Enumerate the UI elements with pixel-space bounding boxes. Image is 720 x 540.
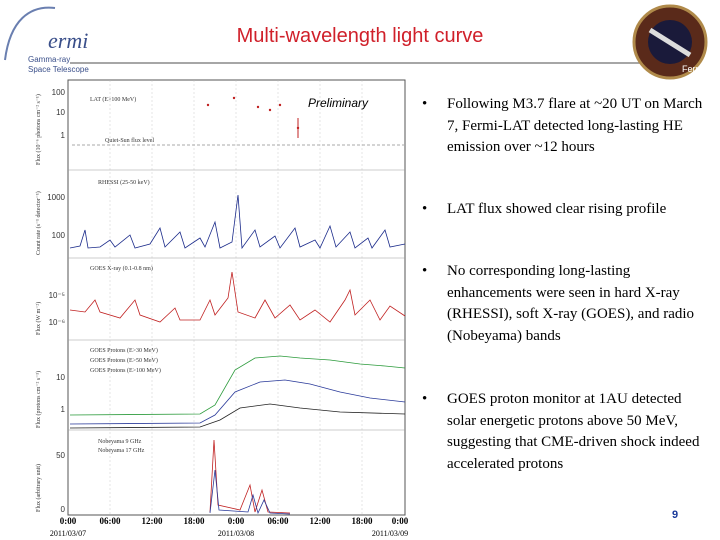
y-tick-label: 1 bbox=[61, 131, 66, 140]
bullet: • LAT flux showed clear rising profile bbox=[422, 199, 712, 221]
x-tick-label: 18:00 bbox=[184, 516, 205, 526]
mission-patch: Fermi bbox=[632, 4, 708, 80]
rhessi-curve bbox=[69, 194, 406, 250]
logo-name: ermi bbox=[48, 28, 88, 53]
fermi-logo: ermi Gamma-ray Space Telescope bbox=[4, 6, 89, 74]
legend-entry: GOES Protons (E>30 MeV) bbox=[90, 347, 158, 354]
bullet-text: Following M3.7 flare at ~20 UT on March … bbox=[447, 96, 703, 155]
y-tick-label: 10 bbox=[56, 373, 65, 382]
legend-entry: LAT (E>100 MeV) bbox=[90, 96, 136, 103]
patch-text: Fermi bbox=[682, 64, 705, 74]
proton-30-curve bbox=[69, 355, 406, 416]
proton-100-curve bbox=[69, 403, 406, 429]
bullet-text: GOES proton monitor at 1AU detected sola… bbox=[447, 391, 700, 472]
bullet: • GOES proton monitor at 1AU detected sol… bbox=[422, 389, 712, 475]
lat-points bbox=[206, 96, 300, 138]
bullet: • Following M3.7 flare at ~20 UT on March… bbox=[422, 94, 712, 159]
y-tick-label: 100 bbox=[52, 231, 66, 240]
panel-dividers bbox=[68, 169, 405, 431]
proton-50-curve bbox=[69, 379, 406, 425]
x-tick-label: 0:00 bbox=[228, 516, 245, 526]
y-tick-label: 50 bbox=[56, 451, 65, 460]
legend-entry: Nobeyama 9 GHz bbox=[98, 439, 142, 445]
date-label: 2011/03/09 bbox=[372, 529, 408, 538]
y-label: Flux (arbitrary unit) bbox=[35, 464, 42, 512]
x-tick-label: 0:00 bbox=[392, 516, 409, 526]
legend-entry: Nobeyama 17 GHz bbox=[98, 448, 145, 454]
bullet-text: No corresponding long-lasting enhancemen… bbox=[447, 263, 695, 344]
y-tick-label: 10⁻⁶ bbox=[49, 318, 65, 327]
x-tick-label: 0:00 bbox=[60, 516, 77, 526]
logo-sub: Gamma-ray bbox=[28, 55, 70, 64]
nobeyama-17-curve bbox=[209, 469, 291, 515]
preliminary: Preliminary bbox=[308, 96, 369, 110]
y-tick-label: 1 bbox=[61, 405, 66, 414]
legend-entry: GOES Protons (E>100 MeV) bbox=[90, 367, 161, 374]
x-tick-label: 12:00 bbox=[310, 516, 331, 526]
x-tick-label: 18:00 bbox=[352, 516, 373, 526]
logo-sub: Space Telescope bbox=[28, 65, 89, 74]
legend-entry: GOES Protons (E>50 MeV) bbox=[90, 357, 158, 364]
y-tick-label: 100 bbox=[52, 88, 66, 97]
x-tick-label: 12:00 bbox=[142, 516, 163, 526]
y-tick-label: 10 bbox=[56, 108, 65, 117]
annotation: Quiet-Sun flux level bbox=[105, 137, 154, 144]
y-ticks: 100 10 1 1000 100 10⁻⁵ 10⁻⁶ 10 1 50 0 bbox=[47, 88, 65, 514]
y-label: Flux (10⁻⁶ photons cm⁻² s⁻¹) bbox=[35, 94, 42, 165]
bullet: • No corresponding long-lasting enhanceme… bbox=[422, 261, 712, 347]
y-label: Count rate (s⁻¹ detector⁻¹) bbox=[35, 191, 42, 255]
x-tick-label: 06:00 bbox=[100, 516, 121, 526]
goes-xray-curve bbox=[69, 271, 406, 323]
y-axis-labels: Flux (10⁻⁶ photons cm⁻² s⁻¹) Count rate … bbox=[35, 94, 42, 512]
date-label: 2011/03/07 bbox=[50, 529, 86, 538]
x-ticks: 0:00 06:00 12:00 18:00 0:00 06:00 12:00 … bbox=[60, 516, 409, 526]
date-label: 2011/03/08 bbox=[218, 529, 254, 538]
title: Multi-wavelength light curve bbox=[237, 25, 484, 47]
legend-entry: GOES X-ray (0.1-0.8 nm) bbox=[90, 265, 153, 272]
y-tick-label: 1000 bbox=[47, 193, 65, 202]
y-label: Flux (W m⁻²) bbox=[35, 302, 42, 335]
legend-entry: RHESSI (25-50 keV) bbox=[98, 179, 150, 186]
y-label: Flux (protons cm⁻² s⁻¹) bbox=[35, 371, 42, 428]
x-dates: 2011/03/07 2011/03/08 2011/03/09 bbox=[50, 529, 408, 538]
plot-frame bbox=[67, 79, 406, 516]
y-tick-label: 10⁻⁵ bbox=[49, 291, 65, 300]
page-number: 9 bbox=[672, 509, 678, 521]
figure: Preliminary Quiet-Sun flux level LAT (E>… bbox=[35, 79, 409, 538]
x-tick-label: 06:00 bbox=[268, 516, 289, 526]
y-tick-label: 0 bbox=[61, 505, 66, 514]
bullet-text: LAT flux showed clear rising profile bbox=[447, 201, 667, 217]
